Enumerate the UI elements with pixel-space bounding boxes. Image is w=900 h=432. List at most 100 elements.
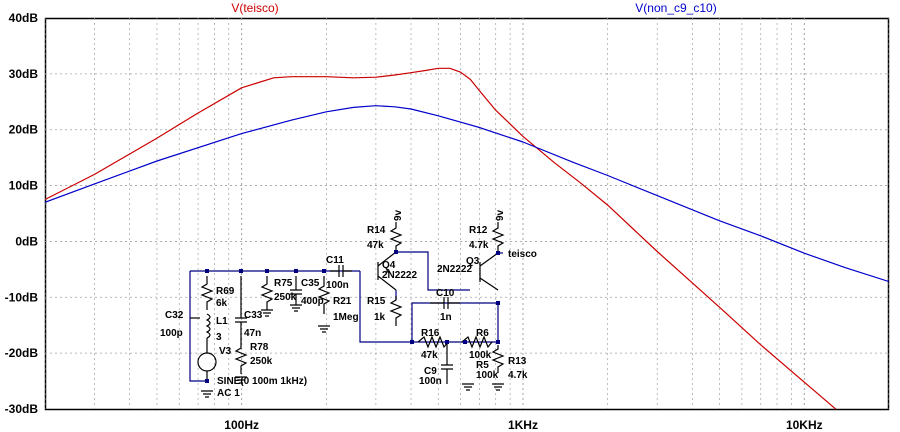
series-title-teisco[interactable]: V(teisco) bbox=[231, 1, 278, 15]
schematic-wire-feedback bbox=[411, 302, 498, 342]
schematic-label: R16 bbox=[421, 328, 440, 339]
schematic-label: 100n bbox=[419, 376, 442, 387]
schematic-label: 2N2222 bbox=[382, 270, 417, 281]
schematic-label: C11 bbox=[326, 255, 344, 266]
schematic-node bbox=[394, 250, 398, 254]
schematic-label: R78 bbox=[250, 342, 269, 353]
schematic-label: 47k bbox=[421, 350, 438, 361]
schematic-node bbox=[463, 340, 467, 344]
schematic-ground-v3 bbox=[201, 390, 213, 398]
schematic-capacitor-c35 bbox=[290, 276, 302, 305]
schematic-label: R75 bbox=[274, 278, 293, 289]
grid bbox=[44, 18, 890, 409]
schematic-label: 3 bbox=[216, 332, 222, 343]
schematic-label: 9v bbox=[393, 209, 404, 221]
schematic-label: V3 bbox=[219, 346, 232, 357]
x-tick-label: 1KHz bbox=[508, 418, 538, 432]
schematic-resistor-r15 bbox=[389, 296, 403, 326]
schematic-ground-r78 bbox=[235, 376, 247, 384]
schematic-node bbox=[496, 301, 500, 305]
y-tick-label: 0dB bbox=[15, 234, 38, 248]
schematic-label: 4.7k bbox=[508, 370, 528, 381]
schematic-node bbox=[294, 269, 298, 273]
schematic-label: L1 bbox=[216, 316, 228, 327]
schematic-resistor-r75 bbox=[260, 276, 274, 310]
schematic-node bbox=[239, 269, 243, 273]
schematic-resistor-r21 bbox=[317, 276, 331, 314]
schematic-label: R5 bbox=[476, 360, 489, 371]
schematic-label: 9v bbox=[495, 209, 506, 221]
schematic-label: SINE(0 100m 1kHz) bbox=[217, 376, 307, 387]
schematic-capacitor-c10 bbox=[430, 297, 460, 309]
schematic-resistor-r6 bbox=[461, 335, 493, 349]
schematic-label: C32 bbox=[165, 310, 184, 321]
schematic-node bbox=[265, 269, 269, 273]
series-title-non-c9-c10[interactable]: V(non_c9_c10) bbox=[635, 1, 716, 15]
schematic-label: 1n bbox=[440, 312, 452, 323]
schematic-resistor-r78 bbox=[234, 342, 248, 374]
schematic-wire-left-rail bbox=[189, 271, 205, 382]
schematic-transistor-q4 bbox=[386, 269, 390, 273]
schematic-label: C35 bbox=[301, 278, 320, 289]
schematic-label: 47n bbox=[244, 328, 261, 339]
schematic-resistor-r14 bbox=[389, 222, 403, 252]
schematic-label: R13 bbox=[508, 356, 527, 367]
schematic-wire-mid-bus bbox=[359, 271, 412, 343]
schematic-label: 1k bbox=[374, 312, 386, 323]
schematic-node bbox=[322, 269, 326, 273]
schematic-label: teisco bbox=[508, 249, 537, 260]
legend: V(teisco) V(non_c9_c10) bbox=[231, 1, 716, 15]
y-tick-label: -20dB bbox=[5, 346, 39, 360]
schematic-label: 100n bbox=[326, 280, 349, 291]
schematic-ground-r5 bbox=[462, 383, 474, 391]
schematic-label: C9 bbox=[424, 366, 437, 377]
schematic-node bbox=[205, 379, 209, 383]
x-axis-tick-labels: 100Hz 1KHz 10KHz bbox=[224, 418, 822, 432]
schematic-label: 4.7k bbox=[469, 240, 489, 251]
schematic-label: 250k bbox=[274, 292, 297, 303]
y-tick-label: 20dB bbox=[9, 123, 39, 137]
schematic-source-v3 bbox=[197, 352, 217, 372]
schematic-capacitor-c33 bbox=[235, 276, 247, 342]
schematic-node bbox=[496, 340, 500, 344]
plot-frame bbox=[44, 17, 890, 411]
schematic-label: R15 bbox=[367, 296, 386, 307]
y-tick-label: 10dB bbox=[9, 179, 39, 193]
schematic-label: R6 bbox=[476, 328, 489, 339]
schematic-label: Q4 bbox=[382, 260, 396, 271]
y-tick-label: 40dB bbox=[9, 11, 39, 25]
series-line-non-c9-c10[interactable] bbox=[45, 105, 889, 283]
schematic-node bbox=[445, 340, 449, 344]
schematic-label: 400p bbox=[301, 296, 324, 307]
schematic-label: 2N2222 bbox=[437, 264, 472, 275]
schematic-ground-r13 bbox=[492, 383, 504, 391]
schematic-label: 1Meg bbox=[333, 312, 359, 323]
schematic-label: 250k bbox=[250, 356, 273, 367]
schematic-label: C33 bbox=[244, 310, 263, 321]
schematic-resistor-r12 bbox=[491, 222, 505, 252]
x-tick-label: 10KHz bbox=[786, 418, 823, 432]
schematic-resistor-r13 bbox=[491, 345, 505, 373]
schematic-label: 47k bbox=[367, 240, 384, 251]
schematic-label: C10 bbox=[436, 288, 455, 299]
x-tick-label: 100Hz bbox=[224, 418, 259, 432]
schematic-label: AC 1 bbox=[217, 388, 240, 399]
y-tick-label: 30dB bbox=[9, 67, 39, 81]
y-axis-tick-labels: 40dB 30dB 20dB 10dB 0dB -10dB -20dB -30dB bbox=[5, 11, 39, 416]
circuit-schematic: R69 6k L1 3 C32 100p V3 SINE(0 100m 1kHz… bbox=[160, 209, 537, 399]
schematic-label: R69 bbox=[216, 286, 235, 297]
schematic-transistor-q3-body bbox=[479, 252, 499, 291]
schematic-label: 100k bbox=[469, 350, 492, 361]
schematic-ground-r21 bbox=[318, 325, 330, 333]
traces bbox=[45, 67, 889, 432]
schematic-node bbox=[410, 340, 414, 344]
schematic-capacitor-c11 bbox=[330, 265, 352, 277]
y-tick-label: -10dB bbox=[5, 290, 39, 304]
schematic-resistor-r16 bbox=[417, 335, 449, 349]
schematic-label: 100p bbox=[160, 328, 183, 339]
series-line-teisco[interactable] bbox=[45, 67, 889, 432]
schematic-label: 100k bbox=[476, 370, 499, 381]
schematic-capacitor-c9 bbox=[441, 342, 453, 384]
y-tick-label: -30dB bbox=[5, 402, 39, 416]
